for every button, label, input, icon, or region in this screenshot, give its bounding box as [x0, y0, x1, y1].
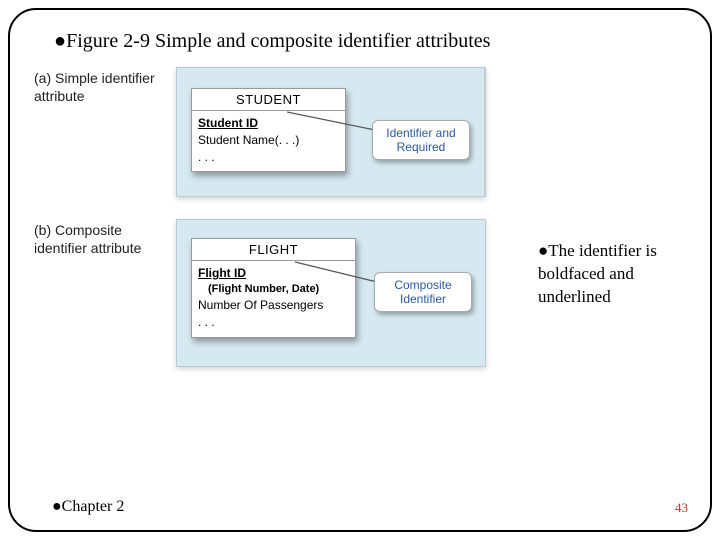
callout-b-l1: Composite: [394, 278, 451, 292]
flight-attr-passengers: Number Of Passengers: [198, 297, 349, 314]
callout-b: Composite Identifier: [374, 272, 472, 312]
callout-a-l1: Identifier and: [386, 126, 455, 140]
title-text: Figure 2-9 Simple and composite identifi…: [66, 30, 490, 52]
callout-b-l2: Identifier: [400, 292, 446, 306]
flight-entity: FLIGHT Flight ID (Flight Number, Date) N…: [191, 238, 356, 338]
panel-b: FLIGHT Flight ID (Flight Number, Date) N…: [176, 219, 486, 367]
student-entity-title: STUDENT: [192, 89, 345, 111]
page-number: 43: [675, 500, 688, 516]
flight-entity-title: FLIGHT: [192, 239, 355, 261]
panel-b-label-l1: (b) Composite: [34, 222, 122, 238]
flight-ellipsis: . . .: [198, 314, 349, 331]
flight-sub: (Flight Number, Date): [198, 282, 349, 297]
flight-entity-body: Flight ID (Flight Number, Date) Number O…: [192, 261, 355, 337]
flight-identifier: Flight ID: [198, 265, 349, 282]
student-entity-body: Student ID Student Name(. . .) . . .: [192, 111, 345, 171]
student-identifier: Student ID: [198, 115, 339, 132]
panel-a-label-l1: (a) Simple identifier: [34, 70, 155, 86]
slide-title: ●Figure 2-9 Simple and composite identif…: [54, 30, 686, 53]
panel-a: STUDENT Student ID Student Name(. . .) .…: [176, 67, 486, 197]
identifier-note: ●The identifier is boldfaced and underli…: [538, 240, 688, 309]
student-entity: STUDENT Student ID Student Name(. . .) .…: [191, 88, 346, 172]
student-attr-name: Student Name(. . .): [198, 132, 339, 149]
slide-frame: ●Figure 2-9 Simple and composite identif…: [8, 8, 712, 532]
callout-a: Identifier and Required: [372, 120, 470, 160]
chapter-label: ●Chapter 2: [52, 498, 124, 516]
panel-a-label-l2: attribute: [34, 88, 85, 104]
panel-b-label-l2: identifier attribute: [34, 240, 141, 256]
bullet-icon: ●: [538, 241, 548, 260]
bullet-icon: ●: [54, 30, 66, 52]
panel-a-label: (a) Simple identifier attribute: [34, 67, 164, 105]
panel-b-label: (b) Composite identifier attribute: [34, 219, 164, 257]
panel-a-row: (a) Simple identifier attribute STUDENT …: [34, 67, 686, 197]
chapter-text: Chapter 2: [62, 498, 125, 515]
note-l1: The identifier: [548, 241, 641, 260]
bullet-icon: ●: [52, 498, 62, 515]
student-ellipsis: . . .: [198, 149, 339, 166]
callout-a-l2: Required: [397, 140, 446, 154]
diagram-area: (a) Simple identifier attribute STUDENT …: [34, 67, 686, 367]
